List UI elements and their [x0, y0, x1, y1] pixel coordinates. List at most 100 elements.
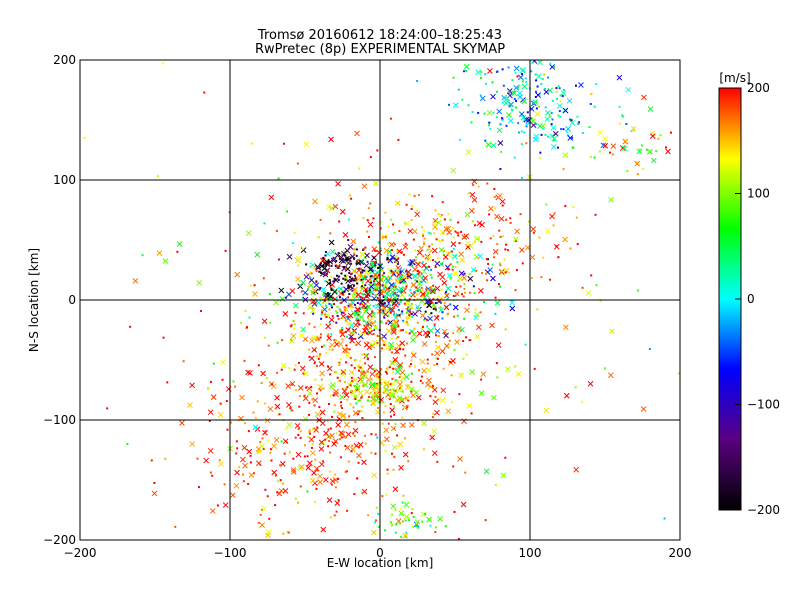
data-point-dot [383, 287, 386, 290]
colorbar-tick-label: −200 [747, 503, 780, 517]
data-point-dot [264, 402, 267, 405]
data-point-cross [416, 330, 423, 337]
data-point-cross [132, 278, 139, 284]
data-point-cross [549, 133, 556, 139]
data-point-cross [443, 343, 450, 349]
data-point-dot [405, 316, 408, 319]
data-point-dot [340, 272, 343, 275]
data-point-dot [417, 272, 420, 275]
data-point-cross [363, 342, 370, 348]
data-point-dot [376, 382, 379, 385]
data-point-dot [493, 187, 496, 190]
data-point-dot [342, 312, 345, 315]
data-point-cross [289, 380, 296, 387]
data-point-cross [421, 268, 428, 275]
data-point-dot [457, 234, 460, 237]
data-point-dot [314, 501, 317, 504]
data-point-dot [403, 437, 406, 440]
data-point-dot [347, 239, 350, 242]
data-point-dot [590, 274, 593, 277]
data-point-dot [344, 278, 347, 281]
data-point-dot [377, 267, 380, 270]
data-point-dot [405, 285, 408, 288]
data-point-cross [597, 129, 603, 136]
data-point-cross [229, 492, 236, 499]
data-point-dot [452, 332, 455, 335]
data-point-dot [526, 111, 529, 114]
data-point-dot [519, 95, 522, 98]
data-point-dot [456, 330, 459, 333]
data-point-dot [576, 122, 579, 125]
data-point-dot [386, 372, 389, 375]
data-point-dot [339, 433, 342, 436]
data-point-dot [418, 289, 421, 292]
data-point-dot [505, 124, 508, 127]
data-point-dot [387, 242, 390, 245]
data-point-cross [354, 130, 360, 137]
data-point-cross [439, 274, 446, 281]
data-point-dot [523, 131, 526, 134]
data-point-dot [536, 308, 539, 311]
data-point-dot [345, 258, 348, 261]
data-point-dot [468, 339, 471, 342]
data-point-dot [328, 440, 331, 443]
data-point-dot [595, 284, 598, 287]
data-point-dot [342, 293, 345, 296]
data-point-cross [303, 273, 310, 280]
data-point-dot [422, 448, 425, 451]
data-point-dot [319, 389, 322, 392]
data-point-cross [209, 508, 216, 514]
data-point-cross [302, 395, 309, 402]
data-point-dot [498, 229, 501, 232]
data-point-dot [423, 241, 426, 244]
data-point-cross [563, 324, 569, 331]
data-point-dot [349, 306, 352, 309]
data-point-dot [344, 470, 347, 473]
data-point-dot [265, 377, 268, 380]
data-point-dot [343, 381, 346, 384]
data-point-cross [338, 257, 345, 264]
data-point-cross [480, 371, 487, 377]
data-point-dot [404, 519, 407, 522]
data-point-dot [540, 82, 543, 85]
data-point-dot [515, 269, 518, 272]
data-point-cross [256, 449, 263, 455]
data-point-dot [525, 125, 528, 128]
data-point-dot [463, 287, 466, 290]
data-point-dot [365, 276, 368, 279]
data-point-dot [457, 221, 460, 224]
data-point-cross [371, 395, 377, 402]
data-point-dot [427, 231, 430, 234]
data-point-cross [290, 333, 297, 339]
data-point-dot [274, 407, 277, 410]
data-point-cross [363, 262, 370, 269]
data-point-dot [369, 275, 372, 278]
data-point-cross [573, 466, 580, 473]
y-tick-label: 200 [53, 53, 76, 67]
data-point-dot [349, 381, 352, 384]
data-point-dot [362, 320, 365, 323]
data-point-dot [414, 249, 417, 252]
data-point-dot [368, 289, 371, 292]
data-point-dot [365, 355, 368, 358]
data-point-cross [379, 301, 386, 308]
data-point-dot [390, 324, 393, 327]
data-point-cross [397, 381, 403, 388]
data-point-dot [392, 388, 395, 391]
data-point-dot [242, 473, 245, 476]
data-point-cross [392, 486, 399, 492]
data-point-dot [361, 280, 364, 283]
data-point-dot [390, 337, 393, 340]
data-point-cross [394, 268, 401, 274]
data-point-dot [288, 451, 291, 454]
data-point-cross [406, 315, 412, 321]
data-point-cross [239, 394, 245, 401]
data-point-dot [393, 231, 396, 234]
data-point-dot [397, 262, 400, 265]
data-point-cross [469, 369, 475, 375]
data-point-dot [236, 447, 239, 450]
data-point-dot [311, 443, 314, 446]
data-point-cross [335, 263, 341, 270]
data-point-dot [453, 348, 456, 351]
data-point-dot [340, 404, 343, 407]
